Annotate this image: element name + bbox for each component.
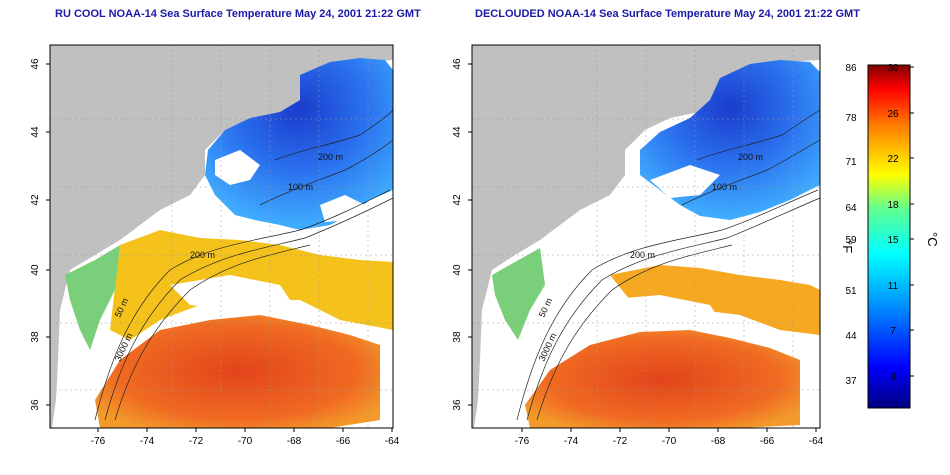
panel-title-right: DECLOUDED NOAA-14 Sea Surface Temperatur… [475, 8, 860, 20]
colorbar-celsius-tick: 11 [888, 281, 899, 292]
contour-label: 200 m [190, 250, 215, 260]
colorbar-fahrenheit-tick: 51 [845, 286, 857, 297]
right-map-frame [471, 44, 821, 429]
right-mid-water [610, 265, 820, 335]
x-axis-tick-label: -74 [140, 436, 155, 447]
x-axis-tick-label: -68 [711, 436, 726, 447]
colorbar-fahrenheit-tick: 59 [845, 235, 857, 246]
x-axis-tick-label: -72 [613, 436, 628, 447]
left-map-frame [49, 44, 394, 429]
right-warm-water [525, 330, 800, 428]
colorbar-celsius-tick: 15 [887, 235, 899, 246]
y-axis-tick-label: 46 [452, 58, 463, 70]
x-axis-tick-label: -64 [809, 436, 824, 447]
contour-label: 200 m [630, 250, 655, 260]
left-cloud-patch [215, 150, 260, 185]
contour-label: 100 m [288, 182, 313, 192]
left-warm-water [95, 315, 380, 428]
contour-label: 100 m [712, 182, 737, 192]
left-cloud-patch [320, 195, 365, 222]
y-axis-tick-label: 44 [452, 126, 463, 138]
colorbar-fahrenheit-tick: 44 [845, 331, 857, 342]
colorbar: 86 78 71 64 59 51 44 37 30 26 22 18 15 11 7 3 °F °C [840, 63, 940, 409]
left-land [50, 45, 393, 428]
x-axis-tick-label: -70 [238, 436, 253, 447]
x-axis-tick-label: -74 [564, 436, 579, 447]
left-gridlines [50, 45, 393, 428]
y-axis-tick-label: 44 [30, 126, 41, 138]
left-map-panel: 200 m 100 m 200 m 50 m 3000 m [49, 44, 394, 429]
x-axis-tick-label: -76 [91, 436, 106, 447]
x-axis-tick-label: -68 [287, 436, 302, 447]
colorbar-celsius-tick: 18 [887, 200, 899, 211]
y-axis-tick-label: 40 [452, 264, 463, 276]
x-axis-tick-label: -72 [189, 436, 204, 447]
colorbar-gradient [867, 64, 911, 409]
y-axis-tick-label: 40 [30, 264, 41, 276]
y-axis-tick-label: 42 [30, 194, 41, 206]
colorbar-fahrenheit-label: °F [840, 240, 855, 253]
colorbar-celsius-tick: 22 [887, 154, 899, 165]
y-axis-tick-label: 38 [452, 331, 463, 343]
contour-label: 200 m [318, 152, 343, 162]
y-axis-tick-label: 38 [30, 331, 41, 343]
right-gridlines [472, 45, 820, 428]
x-axis-tick-label: -70 [662, 436, 677, 447]
colorbar-celsius-tick: 3 [890, 372, 896, 383]
x-axis-tick-label: -66 [336, 436, 351, 447]
y-axis-tick-label: 42 [452, 194, 463, 206]
y-axis-tick-label: 36 [30, 399, 41, 411]
colorbar-celsius-tick: 7 [890, 326, 896, 337]
right-coastal-water [492, 248, 545, 340]
colorbar-fahrenheit-tick: 78 [845, 113, 857, 124]
y-axis-tick-label: 36 [452, 399, 463, 411]
colorbar-fahrenheit-tick: 71 [845, 157, 857, 168]
panel-title-left: RU COOL NOAA-14 Sea Surface Temperature … [55, 8, 421, 20]
axis-labels: -76 -74 -72 -70 -68 -66 -64 36 38 40 42 44 46 -76 -74 -… [30, 58, 824, 447]
contour-label: 200 m [738, 152, 763, 162]
right-map-panel: 200 m 100 m 200 m 50 m 3000 m [471, 44, 821, 429]
y-axis-tick-label: 46 [30, 58, 41, 70]
colorbar-celsius-tick: 26 [887, 109, 899, 120]
left-coastal-water [65, 245, 120, 350]
colorbar-fahrenheit-tick: 64 [845, 203, 857, 214]
colorbar-celsius-label: °C [925, 232, 940, 247]
x-axis-tick-label: -66 [760, 436, 775, 447]
colorbar-fahrenheit-tick: 37 [845, 376, 857, 387]
x-axis-tick-label: -76 [515, 436, 530, 447]
right-cloud-patch [650, 165, 720, 198]
right-land [472, 45, 820, 428]
x-axis-tick-label: -64 [385, 436, 400, 447]
colorbar-fahrenheit-tick: 86 [845, 63, 857, 74]
right-bathymetry-contours [516, 109, 821, 421]
right-cloud-band [600, 295, 720, 330]
left-bathymetry-contours [94, 109, 394, 421]
colorbar-celsius-tick: 30 [887, 63, 899, 74]
